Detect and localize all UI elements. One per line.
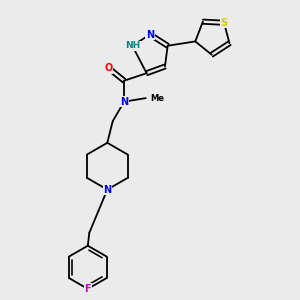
Text: N: N: [103, 184, 111, 195]
Text: N: N: [146, 29, 154, 40]
Text: N: N: [120, 97, 128, 107]
Text: O: O: [104, 63, 112, 73]
Text: Me: Me: [150, 94, 164, 103]
Text: S: S: [220, 18, 228, 28]
Text: F: F: [85, 284, 91, 294]
Text: NH: NH: [125, 41, 140, 50]
